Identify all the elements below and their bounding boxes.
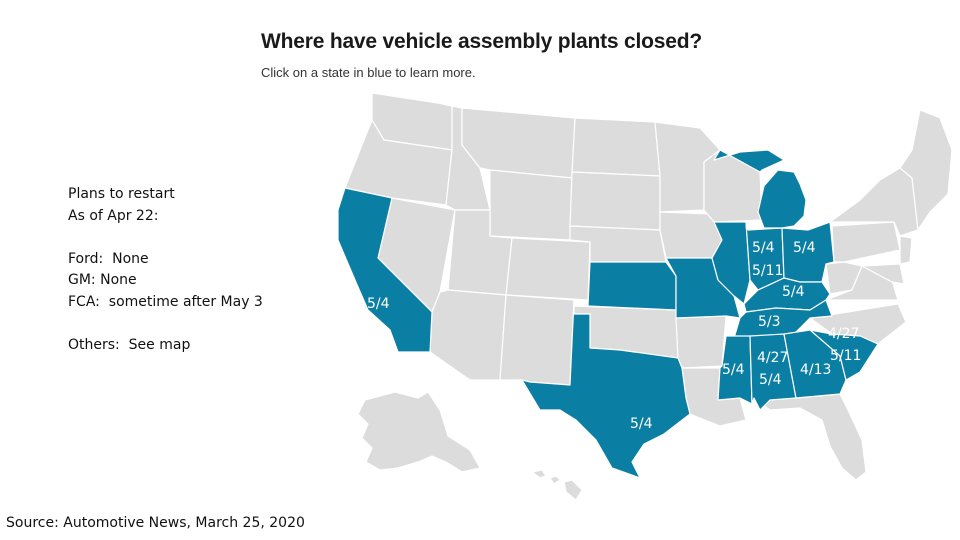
state-oregon (344, 119, 453, 206)
state-kansas[interactable] (587, 261, 677, 311)
state-michigan[interactable] (713, 149, 807, 229)
note-line: Ford: None (68, 250, 149, 267)
state-california[interactable] (337, 187, 433, 353)
label-california: 5/4 (367, 296, 390, 312)
state-north-dakota (571, 117, 661, 177)
source-citation: Source: Automotive News, March 25, 2020 (6, 515, 305, 531)
state-new-england (899, 109, 953, 231)
label-tennessee: 5/3 (758, 314, 781, 330)
state-colorado (505, 237, 591, 301)
map-subtitle: Click on a state in blue to learn more. (261, 65, 476, 80)
state-pennsylvania (831, 221, 901, 263)
state-montana (461, 107, 576, 179)
note-line (68, 227, 263, 249)
note-line (68, 313, 263, 335)
label-south-carolina-1: 4/27 (828, 326, 859, 342)
label-georgia: 4/13 (800, 362, 831, 378)
restart-plans-note: Plans to restart As of Apr 22: Ford: Non… (68, 184, 263, 356)
label-alabama-1: 4/27 (757, 350, 788, 366)
state-delaware-maryland (861, 263, 905, 285)
state-indiana[interactable] (745, 221, 785, 291)
label-texas: 5/4 (630, 416, 653, 432)
state-south-carolina[interactable] (809, 329, 879, 381)
label-kentucky: 5/4 (782, 284, 805, 300)
note-line: GM: None (68, 272, 137, 288)
state-hawaii (531, 469, 583, 501)
label-south-carolina-2: 5/11 (830, 348, 861, 364)
state-south-dakota (569, 171, 661, 231)
map-title: Where have vehicle assembly plants close… (261, 30, 702, 53)
label-indiana: 5/4 (752, 240, 775, 256)
state-new-mexico (499, 294, 575, 386)
state-arkansas (675, 315, 727, 369)
state-arizona (429, 289, 507, 381)
state-texas[interactable] (521, 299, 691, 479)
label-indiana-2: 5/11 (752, 263, 783, 279)
state-new-jersey (899, 235, 913, 265)
note-line: Others: See map (68, 336, 191, 353)
label-ohio: 5/4 (793, 240, 816, 256)
state-alaska (357, 391, 481, 473)
state-wyoming (489, 169, 573, 241)
note-line: As of Apr 22: (68, 207, 159, 224)
note-line: FCA: sometime after May 3 (68, 293, 263, 310)
label-alabama-2: 5/4 (759, 372, 782, 388)
note-line: Plans to restart (68, 186, 175, 202)
state-florida (753, 393, 867, 481)
label-mississippi: 5/4 (722, 362, 745, 378)
